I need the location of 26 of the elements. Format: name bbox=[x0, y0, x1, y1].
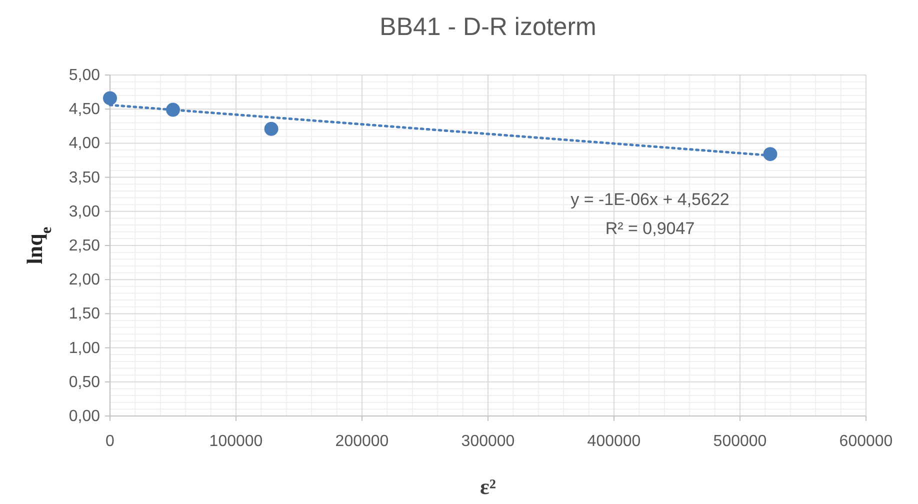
point bbox=[166, 102, 180, 117]
y-tick-label: 5,00 bbox=[68, 67, 100, 84]
y-tick-label: 0,50 bbox=[68, 374, 100, 391]
y-tick-label: 4,00 bbox=[68, 135, 100, 152]
x-tick-label: 0 bbox=[106, 433, 115, 450]
y-tick-label: 3,50 bbox=[68, 169, 100, 186]
x-tick-label: 400000 bbox=[587, 433, 641, 450]
x-tick-label: 200000 bbox=[335, 433, 389, 450]
point bbox=[103, 91, 117, 106]
y-tick-label: 2,00 bbox=[68, 272, 100, 289]
chart-title: BB41 - D-R izoterm bbox=[380, 13, 596, 41]
x-tick-label: 600000 bbox=[839, 433, 893, 450]
annotation: y = -1E-06x + 4,5622 bbox=[570, 190, 730, 209]
annotation: R² = 0,9047 bbox=[605, 219, 695, 238]
y-tick-label: 1,50 bbox=[68, 306, 100, 323]
y-tick-label: 4,50 bbox=[68, 101, 100, 118]
x-tick-label: 300000 bbox=[461, 433, 515, 450]
y-tick-label: 2,50 bbox=[68, 238, 100, 254]
x-axis-title: ε² bbox=[480, 474, 496, 499]
point bbox=[763, 147, 778, 162]
x-tick-label: 500000 bbox=[713, 433, 767, 450]
y-tick-label: 1,00 bbox=[68, 340, 100, 357]
x-tick-label: 100000 bbox=[209, 433, 263, 450]
y-tick-label: 3,00 bbox=[68, 203, 100, 220]
y-tick-label: 0,00 bbox=[68, 408, 100, 425]
point bbox=[264, 122, 278, 136]
